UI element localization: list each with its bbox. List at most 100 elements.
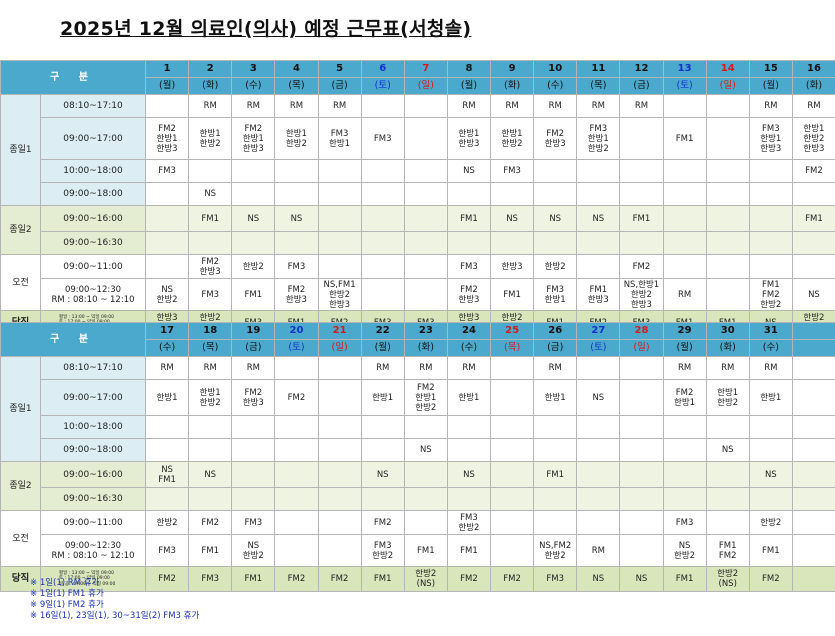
schedule-cell: FM1	[662, 117, 707, 160]
schedule-cell: NS 한방2	[662, 534, 707, 567]
weekday-label: (토)	[274, 339, 319, 357]
schedule-cell	[403, 94, 448, 118]
time-slot-label: 09:00~12:30 RM : 08:10 ~ 12:10	[39, 278, 147, 311]
schedule-cell: FM2 한방1 한방3	[231, 117, 276, 160]
time-slot-label: 10:00~18:00	[39, 159, 147, 183]
schedule-cell: RM	[274, 94, 319, 118]
schedule-cell: 한방1 한방2 한방3	[791, 117, 835, 160]
schedule-cell	[748, 205, 793, 232]
schedule-cell: FM2 한방3	[188, 254, 233, 279]
note-line: ※ 16일(1), 23일(1), 30~31일(2) FM3 휴가	[30, 611, 200, 621]
time-slot-label: RM : 08:10 ~ 12:10	[51, 294, 135, 305]
schedule-cell: NS	[188, 461, 233, 488]
schedule-cell: FM3 한방1 한방3	[748, 117, 793, 160]
schedule-cell	[490, 415, 535, 439]
day-number: 1	[145, 60, 190, 78]
schedule-cell: NS	[748, 461, 793, 488]
schedule-cell	[317, 461, 362, 488]
day-number: 5	[317, 60, 362, 78]
schedule-cell	[360, 278, 405, 311]
schedule-cell	[662, 205, 707, 232]
weekday-label: (화)	[490, 77, 535, 95]
schedule-cell	[662, 415, 707, 439]
schedule-cell	[317, 182, 362, 206]
schedule-cell	[662, 231, 707, 255]
schedule-cell	[145, 182, 190, 206]
schedule-cell: FM1	[533, 461, 578, 488]
schedule-cell: FM2	[490, 566, 535, 592]
schedule-cell	[403, 461, 448, 488]
schedule-cell: 한방1 한방2	[274, 117, 319, 160]
weekday-label: (목)	[490, 339, 535, 357]
schedule-cell: FM1 한방3	[576, 278, 621, 311]
schedule-cell	[748, 254, 793, 279]
schedule-cell: RM	[533, 94, 578, 118]
weekday-label: (화)	[705, 339, 750, 357]
schedule-cell	[360, 254, 405, 279]
schedule-cell: RM	[748, 94, 793, 118]
schedule-cell: FM1 FM2 한방2	[748, 278, 793, 311]
day-number: 21	[317, 322, 362, 340]
schedule-cell	[791, 438, 835, 462]
weekday-label: (일)	[317, 339, 362, 357]
time-slot-label: 09:00~18:00	[39, 182, 147, 206]
time-slot-label: 09:00~16:00	[39, 205, 147, 232]
schedule-cell	[662, 487, 707, 511]
schedule-cell: NS FM1	[145, 461, 190, 488]
schedule-cell: FM3 한방1	[317, 117, 362, 160]
time-slot-label: 08:10~17:10	[39, 356, 147, 380]
schedule-cell	[533, 438, 578, 462]
schedule-cell: FM3	[274, 254, 319, 279]
schedule-cell: RM	[791, 94, 835, 118]
schedule-cell: 한방1	[446, 379, 492, 416]
schedule-cell	[446, 182, 492, 206]
weekday-label: (화)	[403, 339, 448, 357]
schedule-cell	[619, 461, 664, 488]
time-slot-label: 08:10~17:10	[39, 94, 147, 118]
schedule-cell: FM2	[619, 254, 664, 279]
schedule-cell: FM3	[533, 566, 578, 592]
schedule-cell	[576, 159, 621, 183]
schedule-cell: FM1	[231, 278, 276, 311]
schedule-cell	[705, 510, 750, 535]
schedule-cell	[403, 231, 448, 255]
schedule-cell	[231, 182, 276, 206]
schedule-cell	[231, 487, 276, 511]
schedule-cell	[533, 231, 578, 255]
schedule-cell	[231, 415, 276, 439]
schedule-cell	[748, 182, 793, 206]
schedule-cell: FM3	[145, 159, 190, 183]
schedule-cell: NS	[533, 205, 578, 232]
schedule-cell	[403, 510, 448, 535]
day-number: 13	[662, 60, 707, 78]
schedule-cell	[619, 487, 664, 511]
schedule-cell	[274, 231, 319, 255]
schedule-cell: FM2	[274, 566, 319, 592]
weekday-label: (월)	[145, 77, 190, 95]
schedule-cell	[705, 117, 750, 160]
notes: ※ 1일(1) RM 휴가 ※ 1일(1) FM1 휴가 ※ 9일(1) FM2…	[30, 578, 199, 622]
weekday-label: (화)	[791, 77, 835, 95]
schedule-cell	[619, 510, 664, 535]
schedule-cell: NS,FM1 한방2 한방3	[317, 278, 362, 311]
schedule-cell	[791, 461, 835, 488]
group-label-duty: 당직	[0, 566, 41, 592]
schedule-cell	[791, 254, 835, 279]
schedule-cell: FM3	[662, 510, 707, 535]
schedule-cell: RM	[533, 356, 578, 380]
schedule-cell	[317, 534, 362, 567]
schedule-cell: NS	[446, 461, 492, 488]
schedule-cell	[274, 438, 319, 462]
schedule-cell	[490, 487, 535, 511]
schedule-cell: 한방1	[360, 379, 405, 416]
weekday-label: (일)	[705, 77, 750, 95]
schedule-cell	[188, 159, 233, 183]
schedule-cell: FM3	[188, 566, 233, 592]
schedule-cell: FM3	[490, 159, 535, 183]
schedule-cell	[791, 379, 835, 416]
header-label: 구 분	[0, 322, 147, 357]
schedule-cell	[403, 117, 448, 160]
schedule-cell: FM1	[748, 534, 793, 567]
schedule-cell: RM	[317, 94, 362, 118]
day-number: 22	[360, 322, 405, 340]
